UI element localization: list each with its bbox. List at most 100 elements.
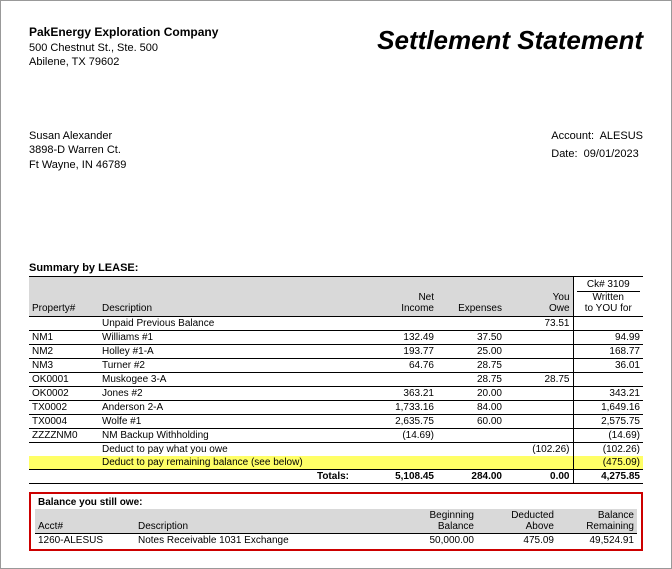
- cell-owe: 73.51: [505, 317, 573, 331]
- bal-rem: 49,524.91: [557, 534, 637, 548]
- totals-row: Totals:5,108.45284.000.004,275.85: [29, 470, 643, 484]
- totals-owe: 0.00: [505, 470, 573, 484]
- recipient-addr2: Ft Wayne, IN 46789: [29, 158, 126, 172]
- cell-owe: [505, 415, 573, 429]
- table-row: OK0002Jones #2363.2120.00343.21: [29, 387, 643, 401]
- bal-acct: 1260-ALESUS: [35, 534, 135, 548]
- cell-inc: (14.69): [369, 429, 437, 443]
- company-addr1: 500 Chestnut St., Ste. 500: [29, 41, 218, 55]
- cell-exp: 20.00: [437, 387, 505, 401]
- ck-line1: Ck# 3109: [577, 279, 641, 292]
- totals-label: Totals:: [99, 470, 369, 484]
- cell-owe: [505, 387, 573, 401]
- cell-inc: [369, 317, 437, 331]
- table-row: OK0001Muskogee 3-A28.7528.75: [29, 373, 643, 387]
- bcol-acct: Acct#: [35, 509, 135, 534]
- recipient-block: Susan Alexander 3898-D Warren Ct. Ft Way…: [29, 129, 126, 172]
- col-property: Property#: [29, 277, 99, 317]
- cell-desc: Holley #1-A: [99, 345, 369, 359]
- totals-ck: 4,275.85: [573, 470, 643, 484]
- cell-prop: ZZZZNM0: [29, 429, 99, 443]
- account-label: Account:: [551, 130, 594, 142]
- cell-exp: [437, 429, 505, 443]
- balance-row: 1260-ALESUSNotes Receivable 1031 Exchang…: [35, 534, 637, 548]
- cell-desc: Deduct to pay remaining balance (see bel…: [99, 456, 369, 470]
- date-label: Date:: [551, 148, 577, 160]
- cell-prop: NM1: [29, 331, 99, 345]
- col-net-income: NetIncome: [369, 277, 437, 317]
- bcol-desc: Description: [135, 509, 397, 534]
- balance-box: Balance you still owe: Acct# Description…: [29, 492, 643, 551]
- table-row: NM2Holley #1-A193.7725.00168.77: [29, 345, 643, 359]
- cell-ck: 2,575.75: [573, 415, 643, 429]
- col-expenses: Expenses: [437, 277, 505, 317]
- cell-ck: 1,649.16: [573, 401, 643, 415]
- summary-table: Property# Description NetIncome Expenses…: [29, 276, 643, 484]
- cell-prop: TX0002: [29, 401, 99, 415]
- cell-exp: 37.50: [437, 331, 505, 345]
- cell-exp: 28.75: [437, 373, 505, 387]
- cell-prop: OK0002: [29, 387, 99, 401]
- table-row: TX0004Wolfe #12,635.7560.00 2,575.75: [29, 415, 643, 429]
- table-row: NM3Turner #264.7628.7536.01: [29, 359, 643, 373]
- cell-owe: 28.75: [505, 373, 573, 387]
- cell-prop: NM3: [29, 359, 99, 373]
- table-row: Unpaid Previous Balance73.51: [29, 317, 643, 331]
- totals-exp: 284.00: [437, 470, 505, 484]
- cell-ck: 94.99: [573, 331, 643, 345]
- summary-title: Summary by LEASE:: [29, 262, 643, 274]
- cell-desc: Deduct to pay what you owe: [99, 443, 369, 457]
- cell-ck: [573, 373, 643, 387]
- cell-ck: (14.69): [573, 429, 643, 443]
- cell-owe: [505, 401, 573, 415]
- cell-inc: 132.49: [369, 331, 437, 345]
- cell-desc: Muskogee 3-A: [99, 373, 369, 387]
- cell-prop: TX0004: [29, 415, 99, 429]
- cell-ck: [573, 317, 643, 331]
- cell-owe: (102.26): [505, 443, 573, 457]
- cell-ck: 168.77: [573, 345, 643, 359]
- cell-inc: 2,635.75: [369, 415, 437, 429]
- col-check: Ck# 3109 Written to YOU for: [573, 277, 643, 317]
- totals-inc: 5,108.45: [369, 470, 437, 484]
- cell-ck: (102.26): [573, 443, 643, 457]
- account-block: Account: ALESUS Date: 09/01/2023: [551, 129, 643, 172]
- company-block: PakEnergy Exploration Company 500 Chestn…: [29, 25, 218, 69]
- header: PakEnergy Exploration Company 500 Chestn…: [29, 25, 643, 69]
- table-row: NM1Williams #1132.4937.50 94.99: [29, 331, 643, 345]
- cell-desc: Anderson 2-A: [99, 401, 369, 415]
- cell-exp: 28.75: [437, 359, 505, 373]
- cell-inc: 64.76: [369, 359, 437, 373]
- table-row: ZZZZNM0NM Backup Withholding(14.69)(14.6…: [29, 429, 643, 443]
- cell-exp: 60.00: [437, 415, 505, 429]
- cell-ck: 36.01: [573, 359, 643, 373]
- balance-title: Balance you still owe:: [35, 496, 637, 509]
- doc-title: Settlement Statement: [377, 25, 643, 56]
- bcol-beg: BeginningBalance: [397, 509, 477, 534]
- cell-inc: 363.21: [369, 387, 437, 401]
- date-value: 09/01/2023: [584, 148, 639, 160]
- bal-desc: Notes Receivable 1031 Exchange: [135, 534, 397, 548]
- account-value: ALESUS: [600, 130, 643, 142]
- recipient-addr1: 3898-D Warren Ct.: [29, 143, 126, 157]
- recipient-name: Susan Alexander: [29, 129, 126, 143]
- cell-desc: Wolfe #1: [99, 415, 369, 429]
- balance-table: Acct# Description BeginningBalance Deduc…: [35, 509, 637, 547]
- col-you-owe: YouOwe: [505, 277, 573, 317]
- cell-exp: [437, 317, 505, 331]
- cell-prop: [29, 317, 99, 331]
- cell-exp: 84.00: [437, 401, 505, 415]
- cell-ck: (475.09): [573, 456, 643, 470]
- bcol-ded: DeductedAbove: [477, 509, 557, 534]
- recipient-row: Susan Alexander 3898-D Warren Ct. Ft Way…: [29, 129, 643, 172]
- cell-inc: 193.77: [369, 345, 437, 359]
- bal-ded: 475.09: [477, 534, 557, 548]
- ck-line3: to YOU for: [585, 303, 632, 314]
- cell-desc: Jones #2: [99, 387, 369, 401]
- cell-owe: [505, 345, 573, 359]
- cell-owe: [505, 331, 573, 345]
- cell-exp: 25.00: [437, 345, 505, 359]
- cell-desc: Williams #1: [99, 331, 369, 345]
- deduct-row: Deduct to pay what you owe (102.26)(102.2…: [29, 443, 643, 457]
- deduct-highlight-row: Deduct to pay remaining balance (see bel…: [29, 456, 643, 470]
